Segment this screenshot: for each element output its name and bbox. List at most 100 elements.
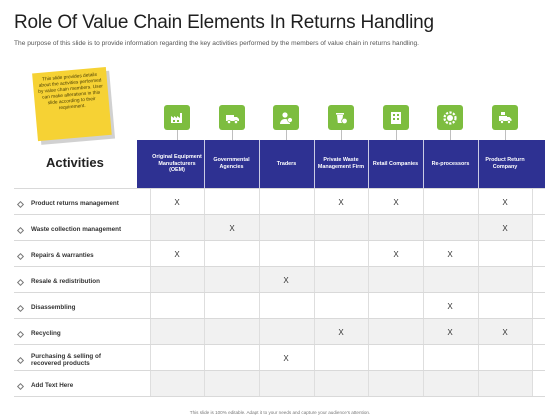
diamond-bullet-icon <box>16 252 25 260</box>
matrix-cell <box>276 301 296 313</box>
matrix-cell <box>331 223 351 235</box>
delivery-van-icon <box>492 105 518 130</box>
matrix-cell <box>386 327 406 339</box>
header-traders: Traders <box>276 160 297 167</box>
table-row: Purchasing & selling of recovered produc… <box>14 347 148 373</box>
gear-icon <box>437 105 463 130</box>
header-retail-companies: Retail Companies <box>372 160 419 167</box>
table-row: Add Text Here <box>14 373 148 399</box>
activity-label: Disassembling <box>31 304 76 312</box>
matrix-cell <box>167 327 187 339</box>
matrix-cell <box>222 197 242 209</box>
matrix-cell <box>276 379 296 391</box>
activity-label: Purchasing & selling of recovered produc… <box>31 352 101 367</box>
activities-heading: Activities <box>46 155 104 170</box>
table-row: Recycling <box>14 321 148 347</box>
diamond-bullet-icon <box>16 382 25 390</box>
activity-label: Repairs & warranties <box>31 252 94 260</box>
matrix-cell <box>222 353 242 365</box>
activity-label: Recycling <box>31 330 61 338</box>
matrix-cell <box>276 327 296 339</box>
matrix-cell <box>276 223 296 235</box>
matrix-cell <box>167 379 187 391</box>
matrix-cell: X <box>502 224 508 233</box>
footer-note: This slide is 100% editable. Adapt it to… <box>189 410 371 415</box>
matrix-cell <box>167 275 187 287</box>
diamond-bullet-icon <box>16 304 25 312</box>
matrix-cell: X <box>283 354 289 363</box>
matrix-cell <box>167 223 187 235</box>
matrix-cell: X <box>447 250 453 259</box>
matrix-cell <box>222 327 242 339</box>
matrix-cell: X <box>447 302 453 311</box>
matrix-cell: X <box>338 198 344 207</box>
matrix-cell <box>331 275 351 287</box>
matrix-cell: X <box>174 198 180 207</box>
matrix-cell <box>440 353 460 365</box>
matrix-cell <box>386 379 406 391</box>
matrix-cell <box>276 197 296 209</box>
matrix-cell: X <box>393 250 399 259</box>
matrix-cell <box>331 353 351 365</box>
activity-label: Resale & redistribution <box>31 278 100 286</box>
matrix-cell <box>386 353 406 365</box>
matrix-cell: X <box>447 328 453 337</box>
matrix-cell <box>222 275 242 287</box>
diamond-bullet-icon <box>16 330 25 338</box>
truck-icon <box>219 105 245 130</box>
matrix-cell <box>495 301 515 313</box>
matrix-cell <box>495 353 515 365</box>
matrix-cell <box>167 353 187 365</box>
matrix-cell <box>440 379 460 391</box>
header-governmental-agencies: Governmental Agencies <box>213 157 250 170</box>
header-oem: Original Equipment Manufacturers (OEM) <box>152 154 202 174</box>
matrix-cell <box>495 275 515 287</box>
slide-title: Role Of Value Chain Elements In Returns … <box>14 12 434 33</box>
matrix-cell <box>440 197 460 209</box>
activity-label: Add Text Here <box>31 382 74 390</box>
matrix-cell <box>222 249 242 261</box>
matrix-cell: X <box>393 198 399 207</box>
header-re-processors: Re-processors <box>431 160 470 167</box>
table-row: Repairs & warranties <box>14 243 148 269</box>
matrix-cell <box>222 301 242 313</box>
activity-label: Waste collection management <box>31 226 122 234</box>
matrix-cell <box>386 301 406 313</box>
matrix-cell <box>167 301 187 313</box>
matrix-cell <box>495 249 515 261</box>
matrix-cell <box>331 301 351 313</box>
matrix-cell: X <box>174 250 180 259</box>
matrix-cell <box>331 249 351 261</box>
matrix-cell <box>440 223 460 235</box>
diamond-bullet-icon <box>16 356 25 364</box>
table-header <box>137 140 545 188</box>
matrix-cell: X <box>229 224 235 233</box>
diamond-bullet-icon <box>16 278 25 286</box>
recycle-bin-icon <box>328 105 354 130</box>
matrix-cell <box>495 379 515 391</box>
building-icon <box>383 105 409 130</box>
factory-icon <box>164 105 190 130</box>
matrix-cell <box>276 249 296 261</box>
matrix-cell <box>331 379 351 391</box>
matrix-cell <box>222 379 242 391</box>
matrix-cell: X <box>502 328 508 337</box>
matrix-cell <box>440 275 460 287</box>
matrix-cell: X <box>502 198 508 207</box>
slide-subtitle: The purpose of this slide is to provide … <box>14 40 419 47</box>
matrix-cell: X <box>283 276 289 285</box>
table-row: Resale & redistribution <box>14 269 148 295</box>
sticky-note: This slide provides details about the ac… <box>32 66 116 145</box>
matrix-cell <box>386 275 406 287</box>
header-product-return-company: Product Return Company <box>485 157 525 170</box>
matrix-cell: X <box>338 328 344 337</box>
table-row: Waste collection management <box>14 217 148 243</box>
matrix-cell <box>386 223 406 235</box>
diamond-bullet-icon <box>16 226 25 234</box>
trader-icon <box>273 105 299 130</box>
sticky-note-text: This slide provides details about the ac… <box>32 66 112 142</box>
table-row: Disassembling <box>14 295 148 321</box>
diamond-bullet-icon <box>16 200 25 208</box>
table-row: Product returns management <box>14 191 148 217</box>
activity-label: Product returns management <box>31 200 119 208</box>
